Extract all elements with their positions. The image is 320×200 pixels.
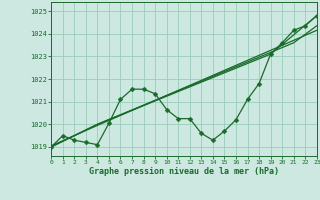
X-axis label: Graphe pression niveau de la mer (hPa): Graphe pression niveau de la mer (hPa) — [89, 167, 279, 176]
